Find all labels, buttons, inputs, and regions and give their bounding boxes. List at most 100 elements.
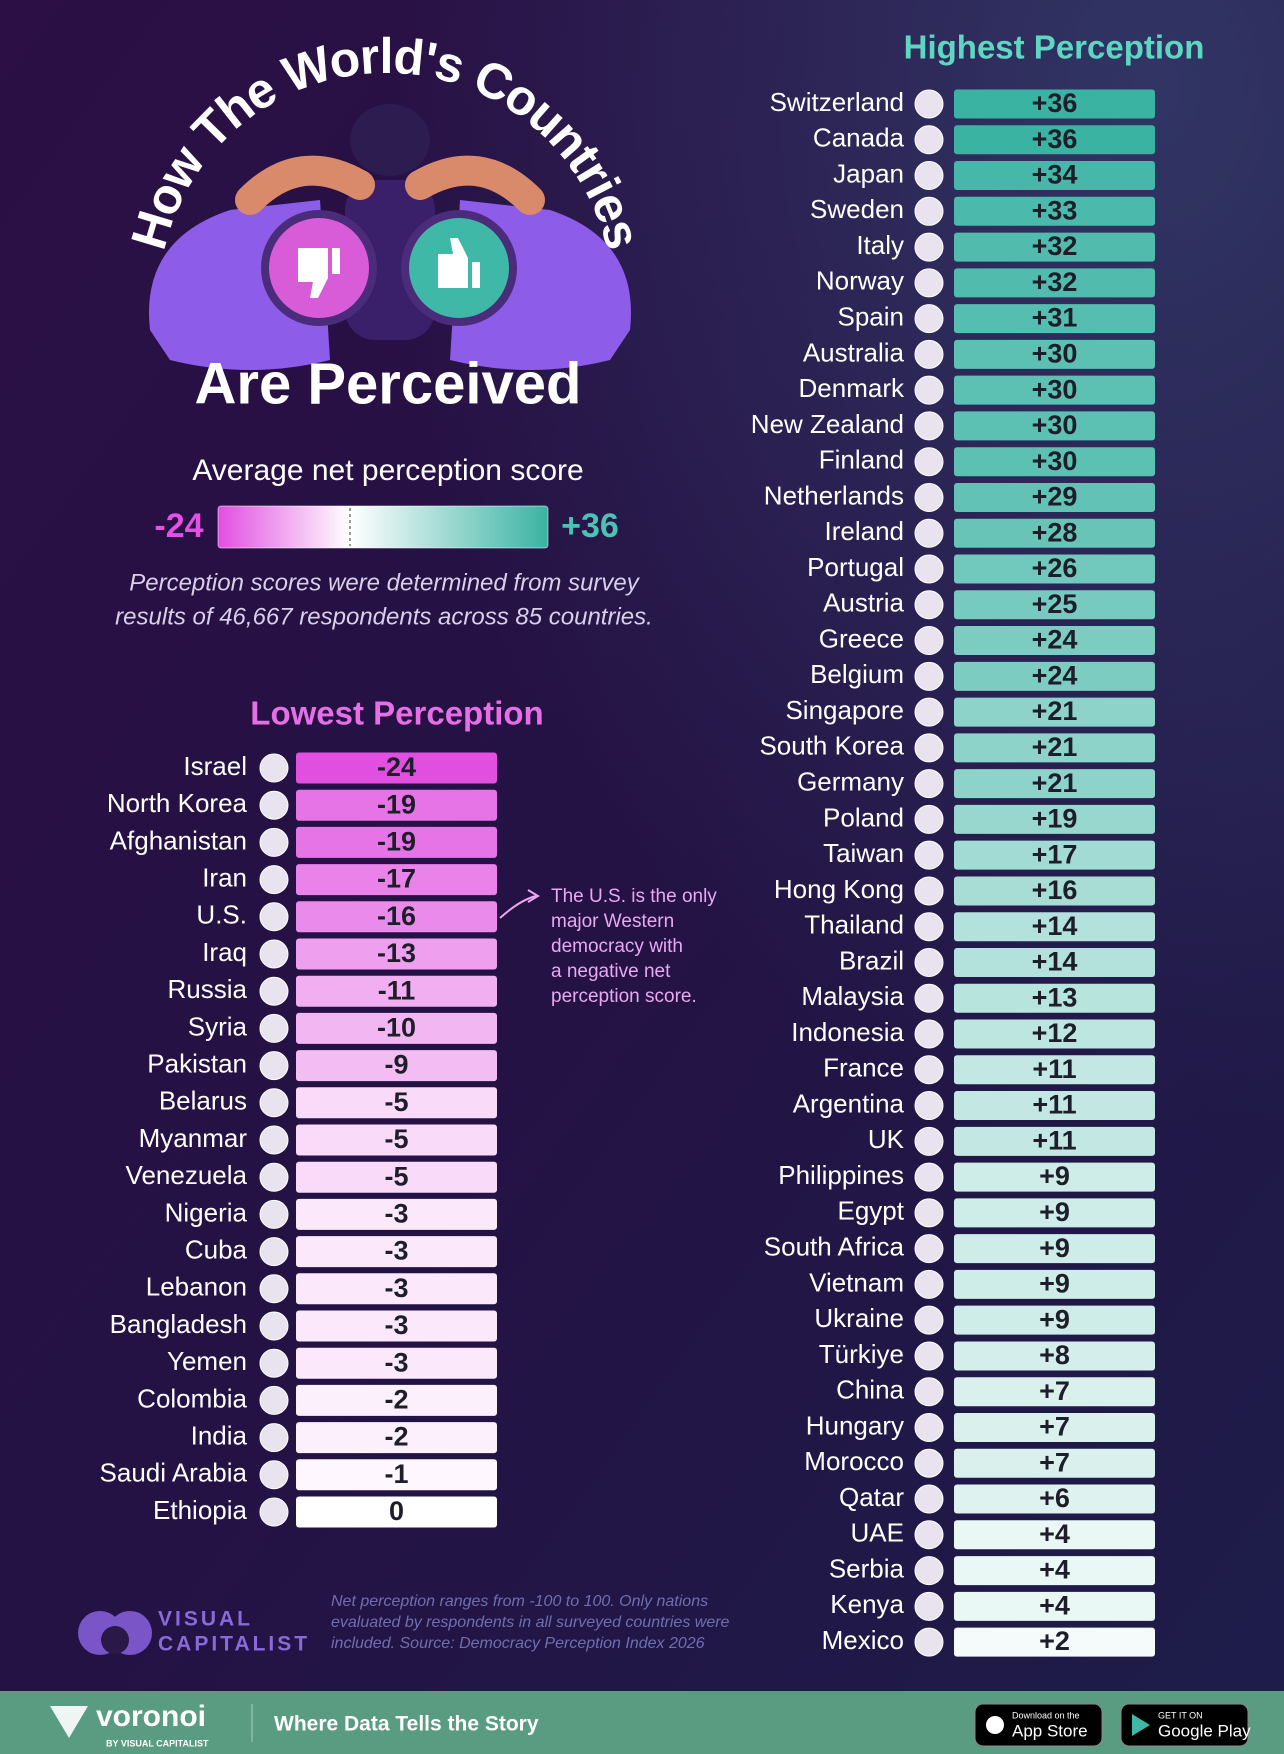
bar xyxy=(954,1019,1155,1049)
footer-tagline: Where Data Tells the Story xyxy=(274,1713,539,1736)
brand-line-2: CAPITALIST xyxy=(158,1633,310,1656)
flag xyxy=(914,1305,944,1335)
bar xyxy=(954,1448,1155,1478)
flag xyxy=(259,1088,289,1118)
value-label: +30 xyxy=(1032,339,1078,369)
flag xyxy=(914,196,944,226)
value-label: -19 xyxy=(377,827,416,857)
category-label: North Korea xyxy=(107,788,248,818)
category-label: Indonesia xyxy=(791,1017,904,1047)
flag xyxy=(259,865,289,895)
value-label: +9 xyxy=(1039,1161,1070,1191)
category-label: Poland xyxy=(823,802,904,832)
value-label: +11 xyxy=(1032,1125,1076,1155)
value-label: +32 xyxy=(1032,267,1078,297)
category-label: Venezuela xyxy=(126,1160,248,1190)
category-label: Argentina xyxy=(793,1088,905,1118)
footnote-line: included. Source: Democracy Perception I… xyxy=(331,1635,705,1652)
category-label: Nigeria xyxy=(165,1197,248,1227)
flag xyxy=(914,1591,944,1621)
bar xyxy=(954,1591,1155,1621)
footnote-line: evaluated by respondents in all surveyed… xyxy=(331,1614,730,1631)
category-label: Portugal xyxy=(807,552,904,582)
flag xyxy=(259,1237,289,1267)
category-label: Austria xyxy=(823,588,904,618)
category-label: Hungary xyxy=(806,1410,904,1440)
flag xyxy=(914,1412,944,1442)
bar xyxy=(296,752,497,784)
category-label: Saudi Arabia xyxy=(100,1458,248,1488)
bar xyxy=(296,1496,497,1528)
bar xyxy=(296,1087,497,1119)
category-label: UAE xyxy=(851,1518,904,1548)
flag xyxy=(914,1520,944,1550)
flag xyxy=(914,161,944,191)
category-label: Finland xyxy=(819,445,904,475)
flag xyxy=(914,1269,944,1299)
category-label: Pakistan xyxy=(147,1048,247,1078)
footer-byline: BY VISUAL CAPITALIST xyxy=(106,1738,209,1748)
bar xyxy=(954,1556,1155,1586)
bar xyxy=(954,1091,1155,1121)
bar xyxy=(954,947,1155,977)
value-label: +14 xyxy=(1032,911,1078,941)
value-label: -3 xyxy=(384,1236,408,1266)
flag xyxy=(914,590,944,620)
flag xyxy=(914,518,944,548)
bar xyxy=(954,983,1155,1013)
flag xyxy=(914,876,944,906)
value-label: +19 xyxy=(1032,804,1078,834)
bar xyxy=(954,1269,1155,1299)
flag xyxy=(914,411,944,441)
flag xyxy=(259,939,289,969)
category-label: Norway xyxy=(816,266,904,296)
value-label: -24 xyxy=(377,752,416,782)
flag xyxy=(914,1198,944,1228)
flag xyxy=(259,1051,289,1081)
flag xyxy=(914,1341,944,1371)
category-label: Malaysia xyxy=(801,981,904,1011)
flag xyxy=(914,769,944,799)
value-label: -11 xyxy=(378,975,416,1005)
value-label: -2 xyxy=(384,1422,408,1452)
flag xyxy=(914,482,944,512)
value-label: +31 xyxy=(1032,303,1078,333)
footnote: Net perception ranges from -100 to 100. … xyxy=(331,1593,730,1652)
flag xyxy=(914,1448,944,1478)
value-label: +4 xyxy=(1039,1519,1070,1549)
value-label: +7 xyxy=(1039,1447,1070,1477)
flag xyxy=(259,1423,289,1453)
bar xyxy=(954,733,1155,763)
category-label: Colombia xyxy=(137,1383,247,1413)
value-label: +4 xyxy=(1039,1590,1070,1620)
app-store-button[interactable] xyxy=(974,1703,1103,1747)
value-label: -9 xyxy=(384,1050,408,1080)
value-label: -16 xyxy=(377,901,416,931)
chart-title: Highest Perception xyxy=(904,29,1205,66)
value-label: +11 xyxy=(1032,1090,1076,1120)
category-label: Israel xyxy=(183,751,247,781)
value-label: +16 xyxy=(1032,875,1078,905)
value-label: -5 xyxy=(384,1124,408,1154)
value-label: +9 xyxy=(1039,1233,1070,1263)
flag xyxy=(914,947,944,977)
bar xyxy=(954,375,1155,405)
bar xyxy=(954,1412,1155,1442)
category-label: Germany xyxy=(797,767,904,797)
value-label: +9 xyxy=(1039,1197,1070,1227)
category-label: Spain xyxy=(838,301,905,331)
google-play-button[interactable] xyxy=(1120,1703,1249,1747)
flag xyxy=(259,790,289,820)
flag xyxy=(914,840,944,870)
bar xyxy=(954,196,1155,226)
category-label: Australia xyxy=(803,337,905,367)
bar xyxy=(954,1484,1155,1514)
category-label: Egypt xyxy=(838,1196,905,1226)
flag xyxy=(259,1311,289,1341)
category-label: Yemen xyxy=(167,1346,247,1376)
value-label: +26 xyxy=(1032,553,1078,583)
bar xyxy=(954,1520,1155,1550)
bar xyxy=(296,975,497,1007)
flag xyxy=(914,1126,944,1156)
